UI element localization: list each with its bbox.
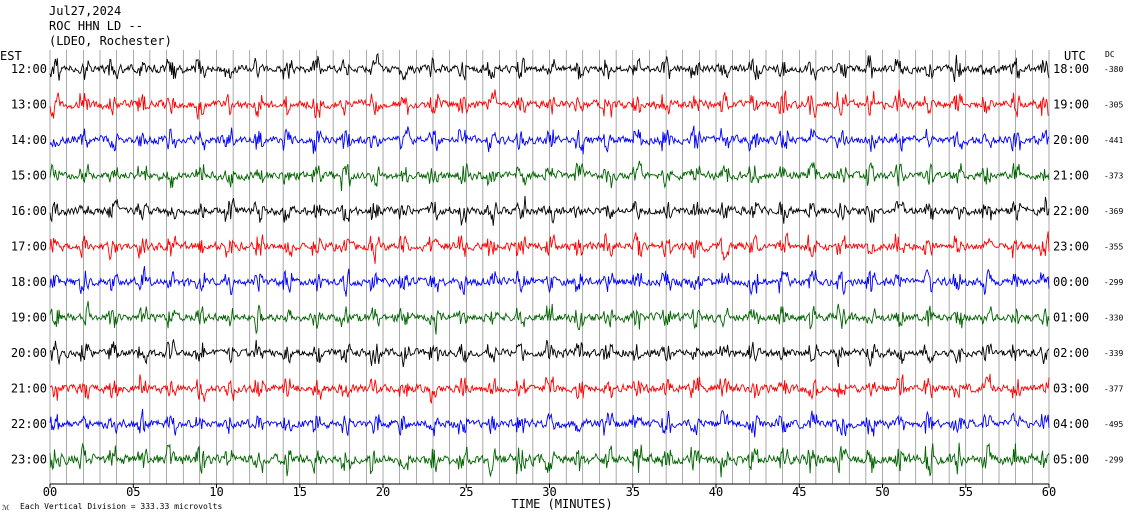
right-axis-title: UTC	[1064, 49, 1086, 63]
chart-traces	[49, 52, 1050, 478]
x-tick-label-30: 30	[542, 485, 556, 499]
row-utc-label-7: 01:00	[1053, 311, 1089, 325]
x-tick-label-50: 50	[875, 485, 889, 499]
row-dc-value-3: -373	[1104, 172, 1123, 181]
x-tick-label-60: 60	[1042, 485, 1056, 499]
row-est-label-7: 19:00	[11, 311, 47, 325]
row-utc-label-6: 00:00	[1053, 275, 1089, 289]
row-dc-value-5: -355	[1104, 243, 1123, 252]
row-est-label-1: 13:00	[11, 98, 47, 112]
row-dc-value-9: -377	[1104, 385, 1123, 394]
row-utc-label-0: 18:00	[1053, 62, 1089, 76]
row-dc-value-10: -495	[1104, 420, 1123, 429]
x-tick-label-00: 00	[43, 485, 57, 499]
station-label: ROC HHN LD --	[49, 19, 143, 33]
row-dc-value-6: -299	[1104, 278, 1123, 287]
trace-row-6	[49, 266, 1050, 297]
date-label: Jul27,2024	[49, 4, 122, 18]
row-est-label-0: 12:00	[11, 62, 47, 76]
row-est-label-3: 15:00	[11, 169, 47, 183]
x-tick-label-40: 40	[709, 485, 723, 499]
trace-row-0	[49, 52, 1050, 83]
row-est-label-4: 16:00	[11, 204, 47, 218]
location-label: (LDEO, Rochester)	[49, 34, 172, 48]
row-dc-value-8: -339	[1104, 349, 1123, 358]
x-tick-label-45: 45	[792, 485, 806, 499]
dc-column-title: DC	[1105, 50, 1115, 59]
row-est-label-5: 17:00	[11, 240, 47, 254]
row-utc-label-9: 03:00	[1053, 382, 1089, 396]
x-tick-label-25: 25	[459, 485, 473, 499]
row-utc-label-3: 21:00	[1053, 169, 1089, 183]
row-dc-value-4: -369	[1104, 207, 1123, 216]
trace-row-8	[49, 339, 1050, 368]
row-est-label-6: 18:00	[11, 275, 47, 289]
x-tick-label-20: 20	[376, 485, 390, 499]
x-tick-label-55: 55	[959, 485, 973, 499]
chart-grid	[49, 50, 1050, 488]
row-est-label-11: 23:00	[11, 453, 47, 467]
row-dc-value-7: -330	[1104, 314, 1123, 323]
left-axis-title: EST	[0, 49, 22, 63]
trace-row-9	[49, 373, 1050, 404]
row-dc-value-2: -441	[1104, 136, 1123, 145]
row-utc-label-8: 02:00	[1053, 346, 1089, 360]
row-utc-label-5: 23:00	[1053, 240, 1089, 254]
row-utc-label-1: 19:00	[1053, 98, 1089, 112]
trace-row-1	[49, 89, 1050, 120]
row-est-label-10: 22:00	[11, 417, 47, 431]
row-est-label-9: 21:00	[11, 382, 47, 396]
footnote-symbol: ℳ	[2, 504, 10, 512]
x-tick-label-10: 10	[209, 485, 223, 499]
row-dc-value-0: -380	[1104, 65, 1123, 74]
row-est-label-8: 20:00	[11, 346, 47, 360]
row-est-label-2: 14:00	[11, 133, 47, 147]
trace-row-3	[49, 160, 1050, 192]
trace-row-10	[49, 408, 1050, 438]
trace-row-11	[49, 442, 1050, 478]
row-utc-label-11: 05:00	[1053, 453, 1089, 467]
x-tick-label-15: 15	[293, 485, 307, 499]
trace-row-7	[49, 301, 1050, 335]
row-utc-label-10: 04:00	[1053, 417, 1089, 431]
trace-row-4	[49, 195, 1050, 226]
x-tick-label-05: 05	[126, 485, 140, 499]
trace-row-5	[49, 231, 1050, 264]
row-dc-value-11: -299	[1104, 456, 1123, 465]
trace-row-2	[49, 125, 1050, 155]
row-utc-label-4: 22:00	[1053, 204, 1089, 218]
footnote: Each Vertical Division = 333.33 microvol…	[20, 502, 222, 511]
x-tick-label-35: 35	[626, 485, 640, 499]
x-axis-title: TIME (MINUTES)	[511, 497, 612, 511]
row-utc-label-2: 20:00	[1053, 133, 1089, 147]
chart-labels: 00 05 10 15 20 25 30 35 40 45 50 55 60 12:00 18:00 -380…	[11, 62, 1124, 499]
row-dc-value-1: -305	[1104, 101, 1123, 110]
